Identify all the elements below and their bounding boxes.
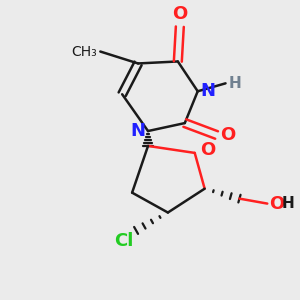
Text: N: N	[130, 122, 145, 140]
Text: N: N	[201, 82, 216, 100]
Text: CH₃: CH₃	[72, 44, 97, 58]
Text: O: O	[172, 5, 188, 23]
Text: O: O	[220, 126, 236, 144]
Text: O: O	[269, 195, 284, 213]
Text: H: H	[229, 76, 241, 91]
Text: O: O	[200, 141, 215, 159]
Text: Cl: Cl	[114, 232, 133, 250]
Text: H: H	[281, 196, 294, 211]
